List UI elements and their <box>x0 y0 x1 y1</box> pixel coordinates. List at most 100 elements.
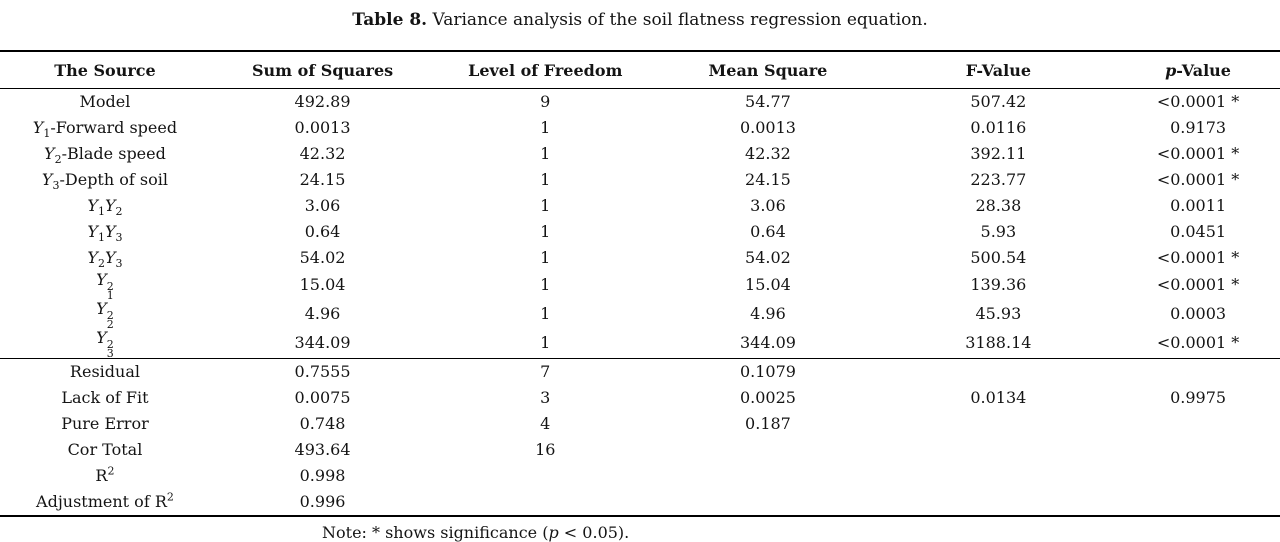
table-row: Cor Total 493.64 16 <box>0 437 1280 463</box>
value-cell: 3.06 <box>750 195 786 215</box>
source-cell: Y2-Blade speed <box>44 143 166 166</box>
value-cell: 16 <box>535 439 556 459</box>
value-cell: 0.0451 <box>1170 221 1227 241</box>
value-cell: 0.0134 <box>970 387 1027 407</box>
value-cell: 344.09 <box>294 333 351 353</box>
value-cell: 0.0013 <box>739 117 796 137</box>
value-cell: <0.0001 * <box>1156 333 1240 353</box>
table-section-fit-statistics: Residual 0.7555 7 0.1079 Lack of Fit 0.0075 3 0… <box>0 358 1280 516</box>
variance-analysis-table: The Source Sum of Squares Level of Freedom… <box>0 50 1280 517</box>
table-row: Y1Y2 3.06 1 3.06 28.38 0.0011 <box>0 193 1280 219</box>
value-cell: 54.02 <box>745 247 791 267</box>
value-cell <box>1116 437 1280 463</box>
table-row: Y 2 2 4.96 1 4.96 45.93 0.0003 <box>0 300 1280 329</box>
value-cell <box>881 437 1117 463</box>
value-cell <box>881 463 1117 489</box>
value-cell: 1 <box>540 333 551 353</box>
table-row: Y 2 1 15.04 1 15.04 139.36 <0.0001 * <box>0 271 1280 300</box>
table-row: R2 0.998 <box>0 463 1280 489</box>
value-cell: 15.04 <box>745 275 791 295</box>
source-cell: Y1Y3 <box>87 221 123 244</box>
value-cell <box>1116 411 1280 437</box>
footnote-suffix: < 0.05). <box>558 522 630 542</box>
value-cell: 1 <box>540 169 551 189</box>
value-cell: 24.15 <box>299 169 346 189</box>
value-cell <box>655 437 880 463</box>
source-cell: Cor Total <box>67 439 143 459</box>
value-cell: 4.96 <box>750 304 786 324</box>
column-header-2: Sum of Squares <box>251 60 394 80</box>
value-cell: 507.42 <box>970 91 1027 111</box>
value-cell: 0.0025 <box>739 387 796 407</box>
column-header-5: F-Value <box>965 60 1032 80</box>
value-cell: 1 <box>540 195 551 215</box>
value-cell: 0.7555 <box>294 361 351 381</box>
value-cell: 4 <box>540 413 551 433</box>
value-cell: 0.64 <box>304 221 341 241</box>
value-cell: 344.09 <box>739 333 796 353</box>
value-cell: 492.89 <box>294 91 351 111</box>
value-cell: 0.998 <box>299 465 346 485</box>
value-cell: 0.64 <box>750 221 786 241</box>
value-cell: 0.0003 <box>1170 304 1227 324</box>
value-cell: 42.32 <box>745 143 791 163</box>
value-cell: 3 <box>540 387 551 407</box>
value-cell: 3.06 <box>304 195 341 215</box>
value-cell <box>1116 358 1280 385</box>
value-cell: 0.0075 <box>294 387 351 407</box>
table-section-model-terms: Model 492.89 9 54.77 507.42 <0.0001 * Y1-Forwa… <box>0 89 1280 359</box>
value-cell: 0.0116 <box>970 117 1027 137</box>
source-cell: Lack of Fit <box>61 387 149 407</box>
table-row: Pure Error 0.748 4 0.187 <box>0 411 1280 437</box>
value-cell: <0.0001 * <box>1156 91 1240 111</box>
table-head: The Source Sum of Squares Level of Freedom… <box>0 51 1280 89</box>
value-cell: 45.93 <box>975 304 1022 324</box>
value-cell: 223.77 <box>970 169 1027 189</box>
value-cell: 54.77 <box>745 91 791 111</box>
value-cell <box>655 463 880 489</box>
value-cell: <0.0001 * <box>1156 275 1240 295</box>
value-cell: 1 <box>540 143 551 163</box>
table-row: Model 492.89 9 54.77 507.42 <0.0001 * <box>0 89 1280 116</box>
value-cell <box>435 489 655 516</box>
value-cell: 493.64 <box>294 439 351 459</box>
value-cell: 500.54 <box>970 247 1027 267</box>
value-cell: 1 <box>540 117 551 137</box>
source-cell: R2 <box>95 464 115 485</box>
value-cell <box>435 463 655 489</box>
table-row: Y2-Blade speed 42.32 1 42.32 392.11 <0.0001 * <box>0 141 1280 167</box>
value-cell: 42.32 <box>299 143 346 163</box>
table-row: Y 2 3 344.09 1 344.09 3188.14 <0.0001 * <box>0 329 1280 358</box>
value-cell: 7 <box>540 361 551 381</box>
source-cell: Y1Y2 <box>87 195 123 218</box>
table-row: Lack of Fit 0.0075 3 0.0025 0.0134 0.9975 <box>0 385 1280 411</box>
source-cell: Residual <box>69 361 140 381</box>
footnote-p-symbol: p <box>548 522 559 542</box>
value-cell: 1 <box>540 247 551 267</box>
table-row: Y1-Forward speed 0.0013 1 0.0013 0.0116 0.917… <box>0 115 1280 141</box>
source-cell: Y2Y3 <box>87 247 123 270</box>
value-cell: 9 <box>540 91 551 111</box>
column-header-4: Mean Square <box>708 60 828 80</box>
value-cell <box>1116 463 1280 489</box>
source-cell: Pure Error <box>61 413 149 433</box>
value-cell: 5.93 <box>980 221 1017 241</box>
source-cell: Model <box>79 91 131 111</box>
value-cell: 1 <box>540 304 551 324</box>
value-cell: 4.96 <box>304 304 341 324</box>
value-cell: <0.0001 * <box>1156 143 1240 163</box>
value-cell: 3188.14 <box>965 333 1032 353</box>
table-caption-text: Variance analysis of the soil flatness r… <box>427 10 928 30</box>
value-cell <box>881 411 1117 437</box>
value-cell: 0.0011 <box>1170 195 1227 215</box>
value-cell: 0.0013 <box>294 117 351 137</box>
value-cell: 0.9975 <box>1170 387 1227 407</box>
source-cell: Y3-Depth of soil <box>41 169 168 192</box>
value-cell: 0.748 <box>299 413 346 433</box>
table-caption-label: Table 8. <box>352 10 428 30</box>
value-cell: <0.0001 * <box>1156 247 1240 267</box>
